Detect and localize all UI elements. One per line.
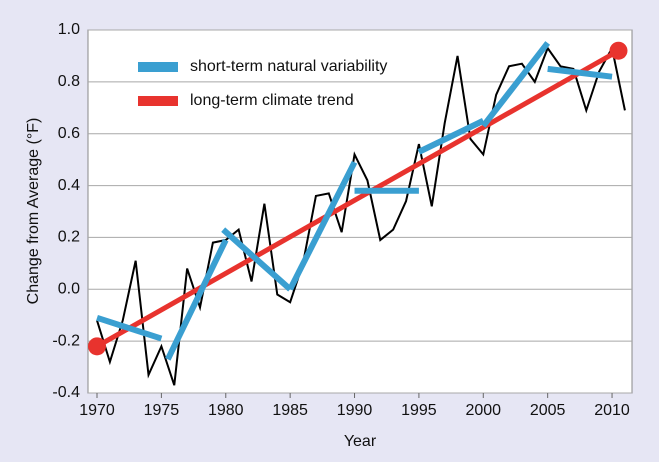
x-tick-label: 2000 [465, 402, 501, 419]
y-axis-label: Change from Average (°F) [25, 118, 42, 305]
y-tick-label: -0.4 [52, 384, 80, 401]
x-tick-label: 1985 [272, 402, 308, 419]
y-tick-label: 0.0 [58, 281, 80, 298]
variability-segment [417, 118, 485, 155]
x-tick-label: 1995 [401, 402, 437, 419]
legend-swatch [138, 62, 178, 72]
y-tick-label: 0.8 [58, 73, 80, 90]
variability-segment [165, 238, 229, 361]
x-tick-label: 2005 [530, 402, 566, 419]
legend-label: long-term climate trend [190, 92, 354, 109]
x-tick-label: 1990 [337, 402, 373, 419]
y-tick-label: -0.2 [52, 332, 80, 349]
legend-swatch [138, 96, 178, 106]
legend-label: short-term natural variability [190, 58, 387, 75]
x-tick-label: 1980 [208, 402, 244, 419]
plot-area [87, 29, 633, 394]
x-tick-label: 2010 [594, 402, 630, 419]
y-tick-label: 0.2 [58, 229, 80, 246]
x-tick-label: 1975 [144, 402, 180, 419]
y-tick-label: 1.0 [58, 21, 80, 38]
variability-segment [287, 160, 358, 291]
variability-segment [547, 65, 613, 80]
variability-segment [221, 227, 293, 292]
x-tick-label: 1970 [79, 402, 115, 419]
annual-line [96, 45, 626, 386]
variability-segment [96, 314, 163, 342]
variability-segment [480, 41, 551, 128]
trend-endpoint [88, 337, 107, 356]
x-axis-label: Year [344, 433, 377, 450]
trend-line [95, 48, 620, 349]
trend-endpoint [609, 41, 628, 60]
y-tick-label: 0.4 [58, 177, 80, 194]
y-tick-label: 0.6 [58, 125, 80, 142]
